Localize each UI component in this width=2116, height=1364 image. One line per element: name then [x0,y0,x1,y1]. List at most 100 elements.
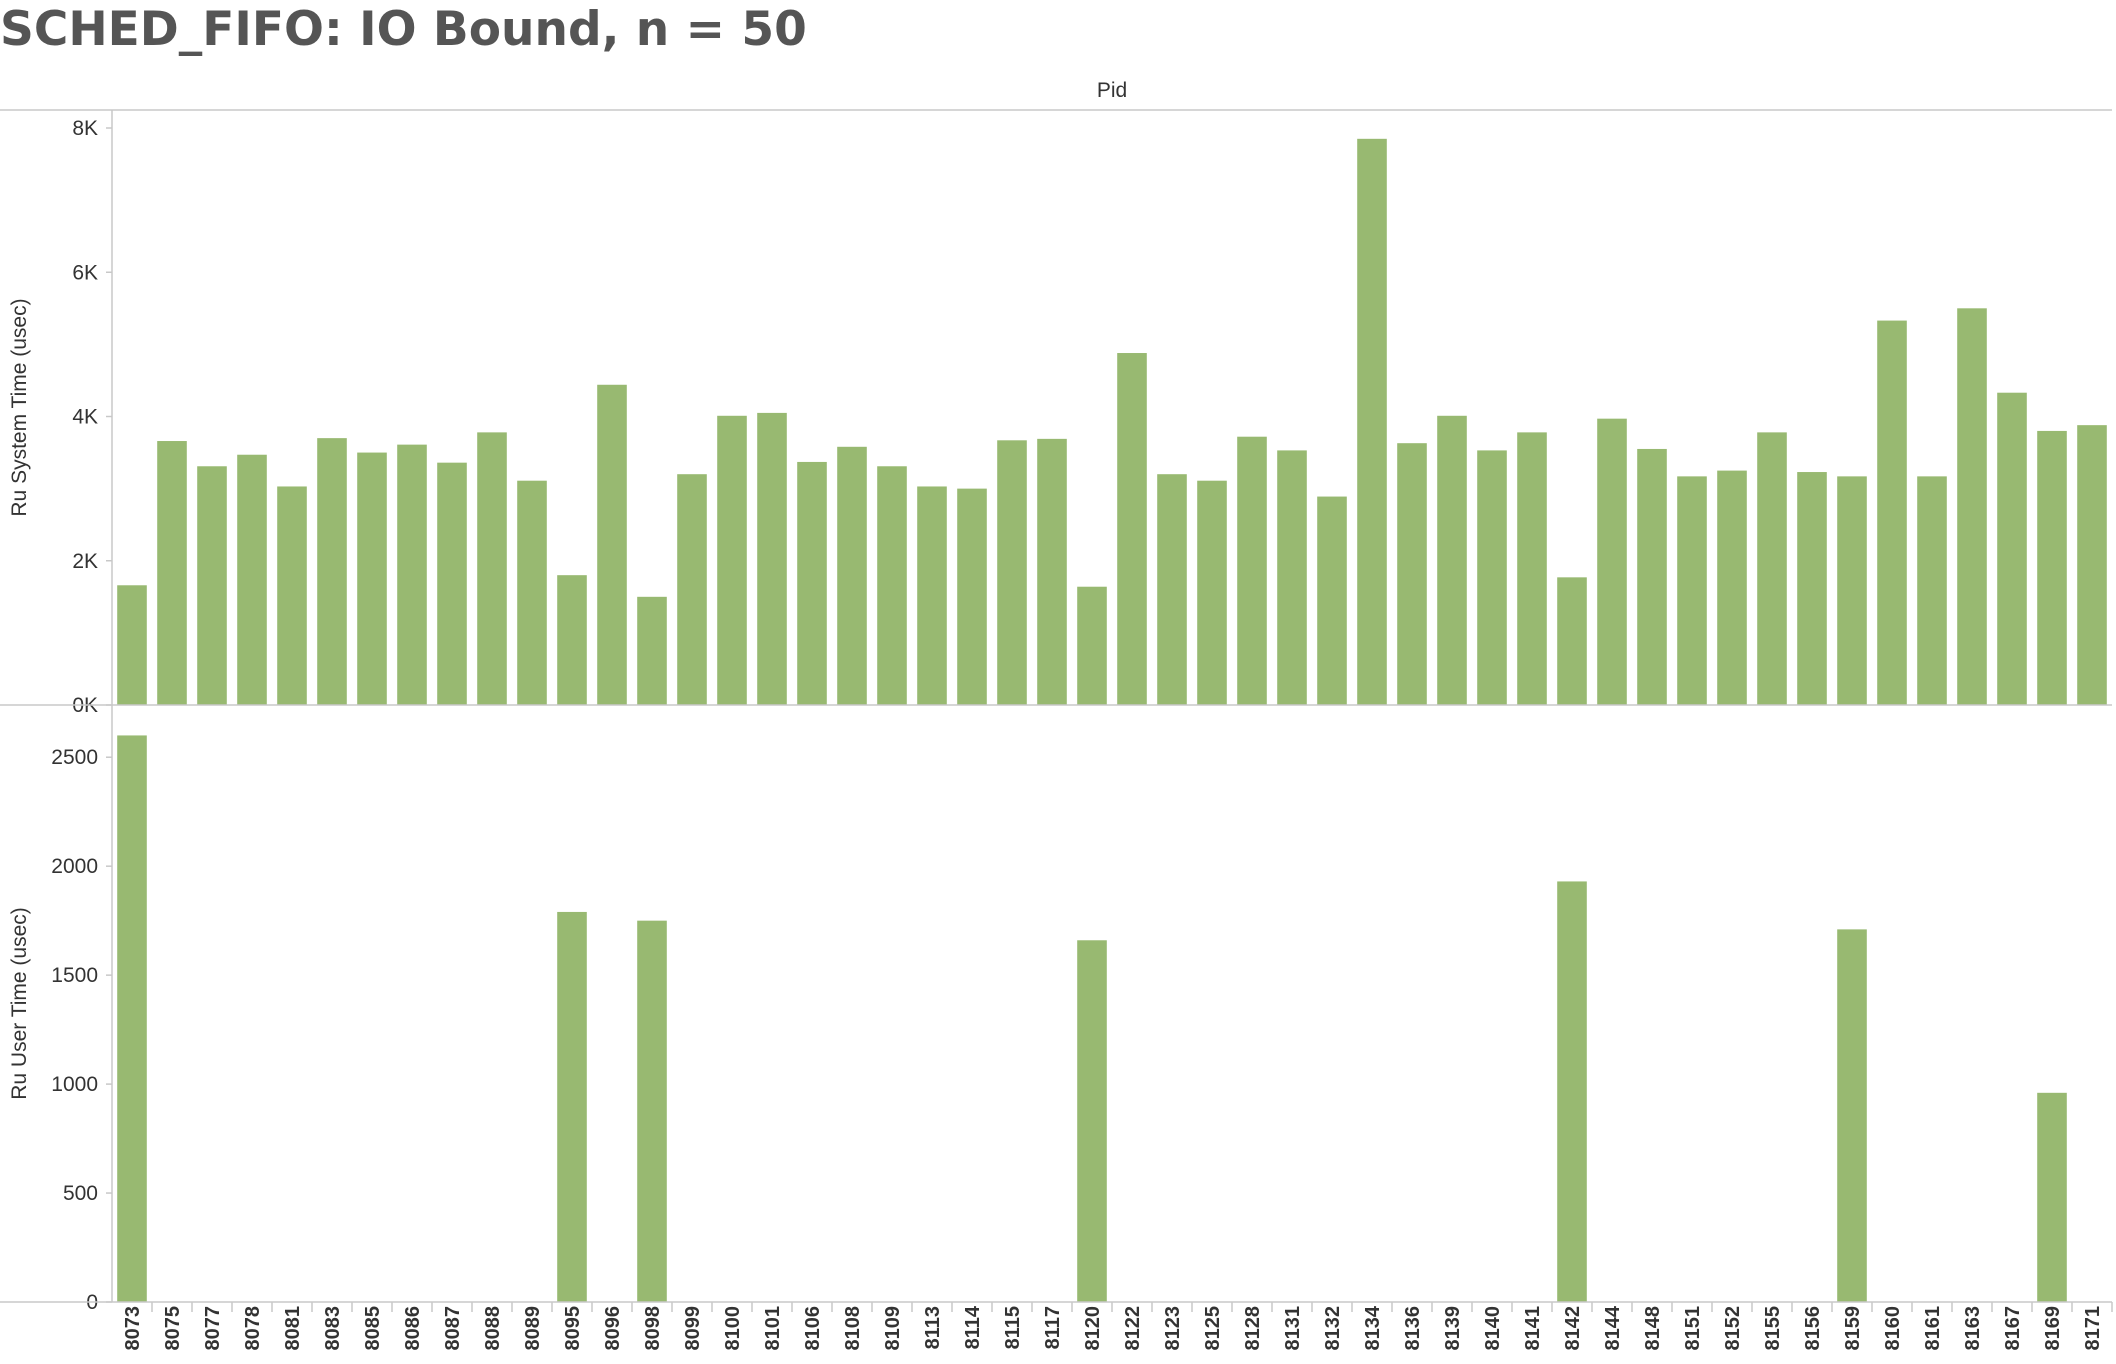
bar-1-8167 [1997,392,2027,705]
bar-1-8155 [1757,432,1787,705]
bar-1-8096 [597,384,627,705]
x-tick-label: 8075 [162,1306,184,1351]
x-tick-label: 8081 [282,1306,304,1351]
x-tick-label: 8073 [122,1306,144,1351]
x-tick-label: 8123 [1162,1306,1184,1351]
x-tick-label: 8117 [1042,1306,1064,1349]
bar-1-8152 [1717,470,1747,705]
x-tick-label: 8101 [762,1306,784,1351]
bar-1-8132 [1317,496,1347,705]
bar-1-8106 [797,461,827,705]
x-tick-label: 8098 [642,1306,664,1351]
bar-1-8085 [357,452,387,705]
bar-1-8108 [837,446,867,705]
x-tick-label: 8114 [962,1305,984,1349]
x-tick-label: 8100 [722,1306,744,1351]
x-tick-label: 8142 [1562,1306,1584,1351]
x-tick-label: 8115 [1002,1306,1024,1349]
y-tick-label: 4K [72,406,98,429]
y-tick-label: 8K [72,117,98,140]
bar-1-8099 [677,474,707,705]
bar-1-8151 [1677,476,1707,705]
bar-1-8087 [437,462,467,705]
x-tick-label: 8148 [1642,1306,1664,1351]
x-tick-label: 8139 [1442,1306,1464,1351]
y-tick-label: 2K [72,550,98,573]
x-tick-label: 8151 [1682,1306,1704,1351]
x-tick-label: 8106 [802,1306,824,1351]
bar-1-8098 [637,596,667,705]
bar-1-8148 [1637,448,1667,705]
x-tick-label: 8167 [2002,1306,2024,1351]
x-tick-label: 8163 [1962,1306,1984,1351]
bar-1-8101 [757,412,787,705]
bar-1-8095 [557,575,587,705]
x-tick-label: 8095 [562,1306,584,1351]
x-tick-label: 8160 [1882,1306,1904,1351]
x-tick-label: 8096 [602,1306,624,1351]
x-tick-label: 8169 [2042,1306,2064,1351]
x-tick-label: 8136 [1402,1306,1424,1351]
x-tick-label: 8120 [1082,1306,1104,1351]
x-tick-label: 8113 [922,1306,944,1349]
bar-1-8136 [1397,443,1427,705]
bar-1-8161 [1917,476,1947,705]
bar-1-8086 [397,444,427,705]
bar-1-8156 [1797,472,1827,705]
bar-2-8073 [117,735,147,1302]
bar-1-8081 [277,486,307,705]
x-tick-label: 8141 [1522,1306,1544,1351]
x-tick-label: 8140 [1482,1306,1504,1351]
x-tick-label: 8134 [1362,1305,1384,1350]
bar-2-8159 [1837,929,1867,1302]
bar-1-8171 [2077,425,2107,705]
bar-1-8083 [317,438,347,705]
bar-1-8089 [517,480,547,705]
x-tick-label: 8108 [842,1306,864,1351]
x-tick-label: 8109 [882,1306,904,1351]
bar-1-8160 [1877,320,1907,705]
x-tick-label: 8125 [1202,1306,1224,1351]
bar-1-8131 [1277,450,1307,705]
bar-1-8122 [1117,353,1147,705]
x-tick-label: 8144 [1602,1305,1624,1350]
bar-2-8142 [1557,881,1587,1302]
bar-1-8125 [1197,480,1227,705]
bar-2-8095 [557,911,587,1302]
x-tick-label: 8077 [202,1306,224,1351]
x-tick-label: 8152 [1722,1306,1744,1351]
bar-1-8128 [1237,436,1267,705]
x-tick-label: 8171 [2082,1306,2104,1351]
chart-title: SCHED_FIFO: IO Bound, n = 50 [0,2,807,57]
bar-1-8115 [997,440,1027,705]
bar-1-8123 [1157,474,1187,705]
x-tick-label: 8155 [1762,1306,1784,1351]
y-tick-label: 1500 [51,964,98,987]
bar-1-8114 [957,488,987,705]
y-tick-label: 2500 [51,746,98,769]
bar-1-8075 [157,441,187,705]
bar-1-8139 [1437,415,1467,705]
y-tick-label: 6K [72,261,98,284]
bar-1-8113 [917,486,947,705]
bar-1-8077 [197,466,227,705]
x-tick-label: 8156 [1802,1306,1824,1351]
column-header-label: Pid [1097,79,1127,102]
x-tick-label: 8078 [242,1306,264,1351]
bar-1-8117 [1037,438,1067,705]
bar-1-8088 [477,432,507,705]
x-tick-label: 8088 [482,1306,504,1351]
y-axis-title: Ru User Time (usec) [8,907,31,1100]
x-tick-label: 8085 [362,1306,384,1351]
x-tick-label: 8086 [402,1306,424,1351]
bar-1-8159 [1837,476,1867,705]
bar-1-8134 [1357,138,1387,706]
bar-1-8140 [1477,450,1507,705]
bar-1-8120 [1077,586,1107,705]
bar-1-8100 [717,415,747,705]
bar-1-8141 [1517,432,1547,705]
x-tick-label: 8159 [1842,1306,1864,1351]
y-tick-label: 500 [63,1182,98,1205]
bar-1-8142 [1557,577,1587,705]
